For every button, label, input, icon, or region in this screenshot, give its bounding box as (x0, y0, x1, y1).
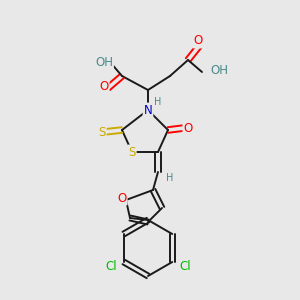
Text: O: O (117, 191, 127, 205)
Text: OH: OH (95, 56, 113, 70)
Text: S: S (98, 125, 106, 139)
Text: H: H (166, 173, 174, 183)
Text: OH: OH (210, 64, 228, 76)
Text: N: N (144, 103, 152, 116)
Text: S: S (128, 146, 136, 158)
Text: Cl: Cl (179, 260, 191, 272)
Text: O: O (99, 80, 109, 92)
Text: O: O (183, 122, 193, 134)
Text: H: H (154, 97, 162, 107)
Text: O: O (194, 34, 202, 47)
Text: Cl: Cl (105, 260, 117, 272)
